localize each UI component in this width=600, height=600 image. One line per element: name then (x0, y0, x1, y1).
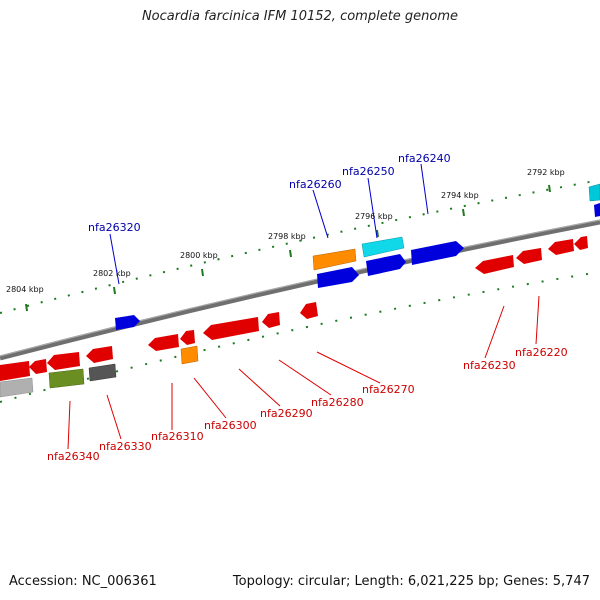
gene-nfa26290[interactable] (203, 317, 259, 340)
gene-block-blue[interactable] (594, 203, 600, 217)
scale-label: 2800 kbp (180, 251, 218, 260)
major-tick (548, 184, 551, 193)
gene-block-red-left-b[interactable] (0, 361, 30, 381)
gene-block-gray-left[interactable] (0, 377, 34, 398)
major-tick (113, 286, 116, 295)
gene-nfa26260-blue[interactable] (317, 267, 359, 288)
gene-label-nfa26330[interactable]: nfa26330 (99, 440, 152, 453)
scale-label: 2804 kbp (6, 285, 44, 294)
genome-summary-text: Topology: circular; Length: 6,021,225 bp… (232, 574, 590, 589)
major-tick (25, 303, 28, 312)
gene-label-nfa26280[interactable]: nfa26280 (311, 396, 364, 409)
forward-leaders (109, 163, 429, 285)
gene-nfa26310[interactable] (148, 334, 179, 351)
reverse-genes (0, 236, 588, 398)
leader-line (316, 351, 381, 384)
genome-backbone (0, 219, 600, 361)
major-tick (289, 249, 292, 258)
major-tick (201, 268, 204, 277)
gene-label-nfa26220[interactable]: nfa26220 (515, 346, 568, 359)
leader-line (312, 189, 329, 239)
leader-line (484, 305, 505, 359)
gene-label-nfa26240[interactable]: nfa26240 (398, 152, 451, 165)
major-tick (376, 229, 379, 238)
scale-label: 2798 kbp (268, 232, 306, 241)
gene-label-nfa26290[interactable]: nfa26290 (260, 407, 313, 420)
leader-line (238, 368, 281, 407)
genome-backbone-highlight (0, 219, 600, 357)
gene-nfa26250-blue[interactable] (366, 254, 406, 276)
gene-nfa26230[interactable] (475, 255, 514, 274)
forward-genes (115, 183, 600, 330)
leader-line (67, 400, 71, 450)
gene-label-nfa26230[interactable]: nfa26230 (463, 359, 516, 372)
gene-label-nfa26250[interactable]: nfa26250 (342, 165, 395, 178)
gene-label-nfa26310[interactable]: nfa26310 (151, 430, 204, 443)
leader-line (109, 233, 120, 285)
page-title: Nocardia farcinica IFM 10152, complete g… (141, 9, 459, 24)
leader-line (193, 377, 227, 419)
gene-nfa26260-orange[interactable] (312, 248, 357, 271)
leader-line (278, 359, 332, 396)
gene-nfa26340-olive[interactable] (48, 368, 85, 389)
gene-nfa26240[interactable] (411, 241, 464, 265)
gene-nfa26220-b[interactable] (548, 239, 574, 255)
gene-nfa26320[interactable] (115, 315, 140, 330)
gene-nfa26300-orange[interactable] (180, 345, 199, 365)
leader-line (106, 394, 122, 440)
gene-block-cyan[interactable] (588, 183, 600, 202)
gene-nfa26330-red[interactable] (86, 346, 113, 363)
gene-block-red-left-a[interactable] (29, 359, 47, 374)
gene-nfa26220-a[interactable] (574, 236, 588, 250)
gene-nfa26280[interactable] (262, 312, 280, 328)
accession-text: Accession: NC_006361 (9, 574, 157, 589)
gene-label-nfa26260[interactable]: nfa26260 (289, 178, 342, 191)
leader-line (535, 295, 540, 345)
major-ticks (25, 184, 551, 312)
gene-nfa26270[interactable] (300, 302, 318, 319)
gene-nfa26330-gray[interactable] (88, 363, 117, 382)
gene-label-nfa26270[interactable]: nfa26270 (362, 383, 415, 396)
gene-nfa26340-red[interactable] (47, 352, 80, 370)
gene-label-nfa26340[interactable]: nfa26340 (47, 450, 100, 463)
upper-scale-track (0, 179, 600, 314)
scale-label: 2792 kbp (527, 168, 565, 177)
gene-label-nfa26300[interactable]: nfa26300 (204, 419, 257, 432)
gene-nfa26300-red[interactable] (180, 330, 195, 345)
major-tick (462, 208, 465, 217)
reverse-leaders (67, 295, 540, 450)
scale-label: 2794 kbp (441, 191, 479, 200)
gene-nfa26250-cyan[interactable] (361, 236, 405, 258)
leader-line (367, 177, 378, 239)
leader-line (420, 163, 429, 215)
scale-label: 2802 kbp (93, 269, 131, 278)
gene-label-nfa26320[interactable]: nfa26320 (88, 221, 141, 234)
gene-nfa26220-c[interactable] (516, 248, 542, 264)
